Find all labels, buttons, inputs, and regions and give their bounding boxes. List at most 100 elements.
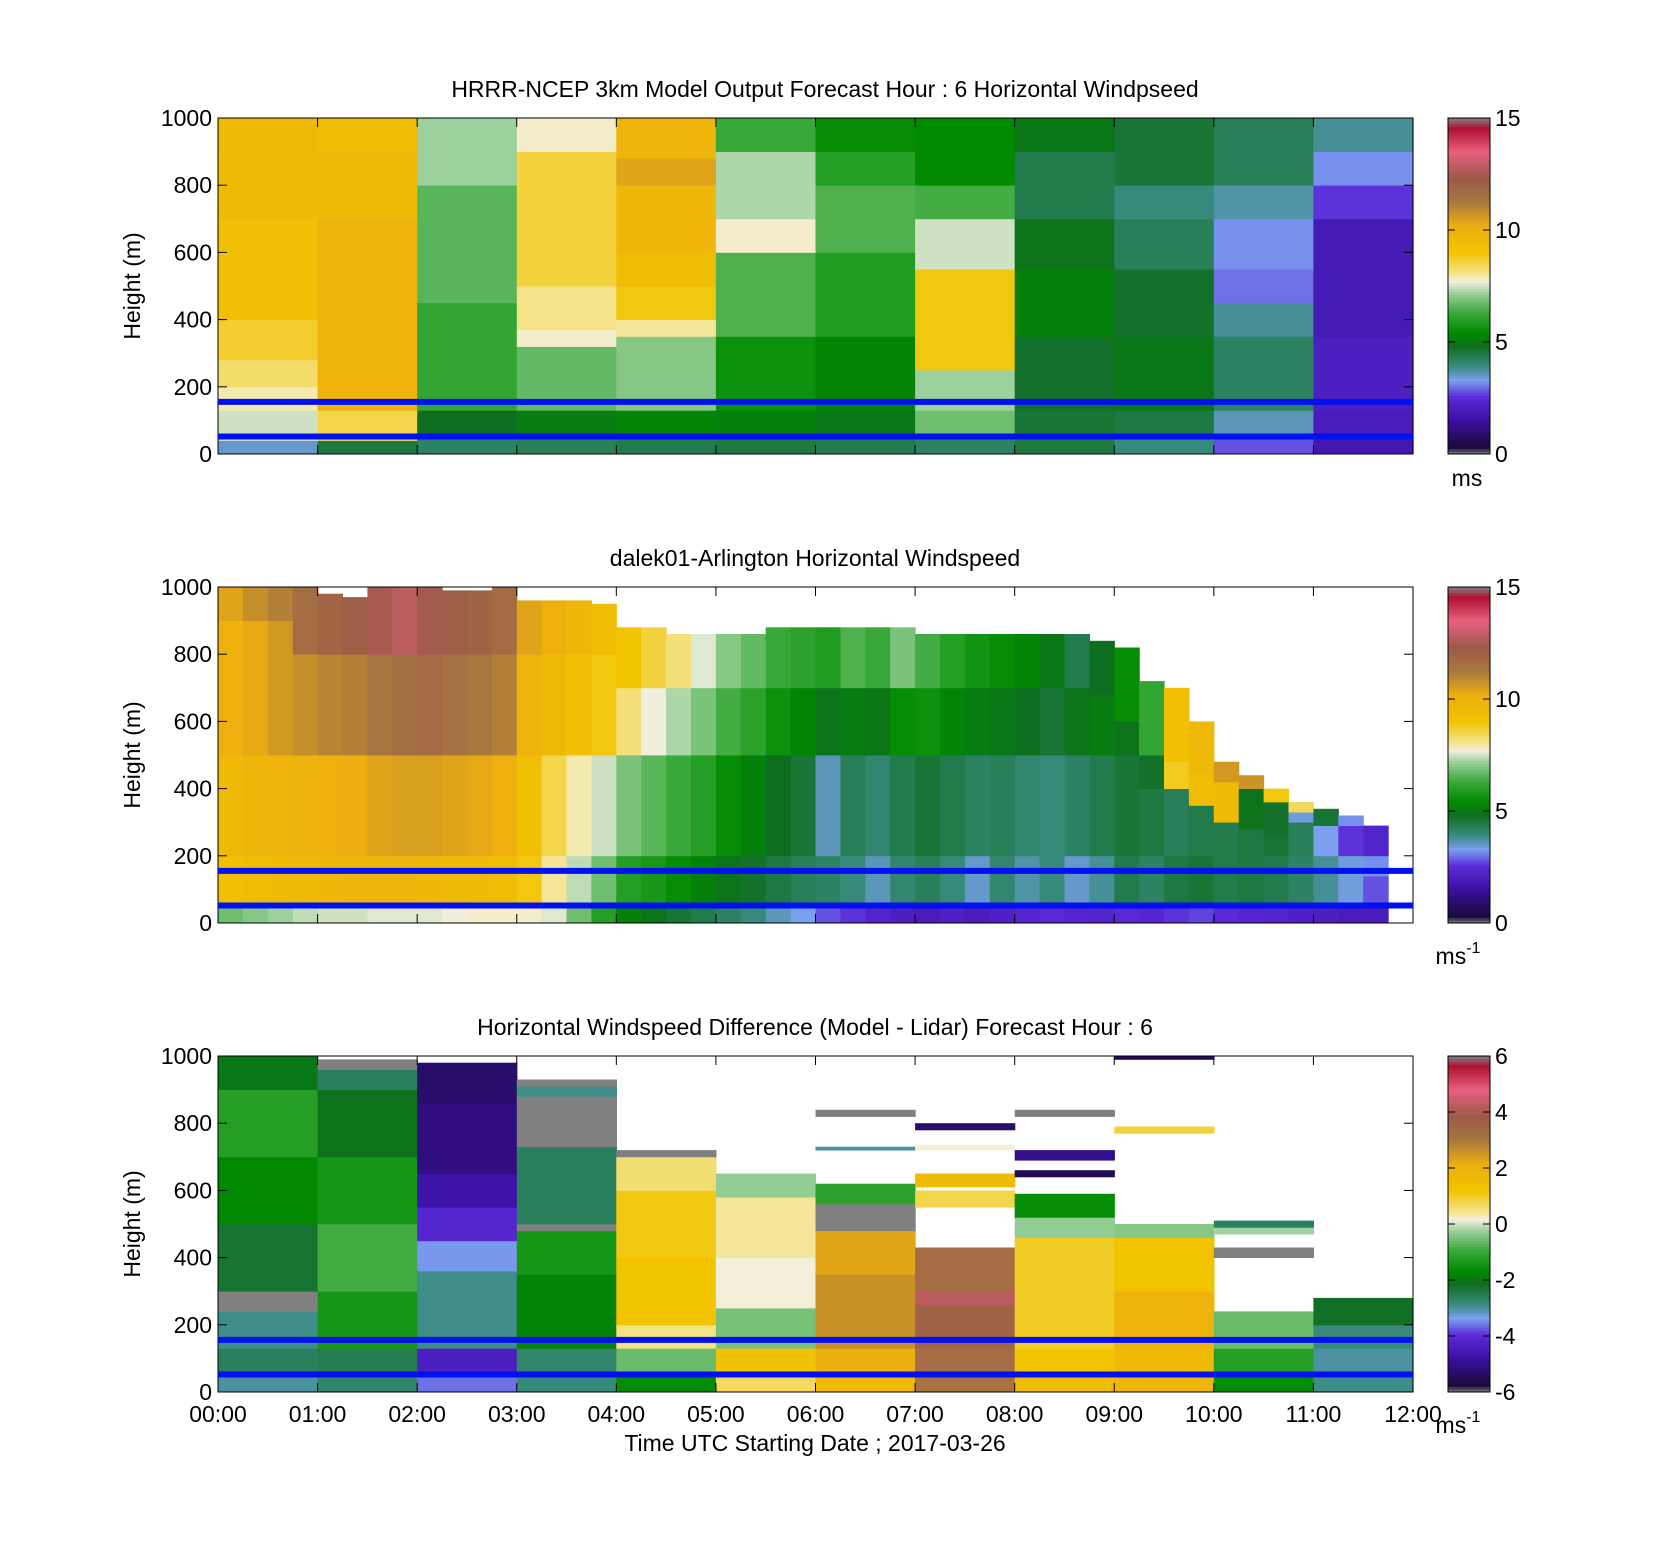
heatmap-cell xyxy=(367,654,393,756)
heatmap-cell xyxy=(392,755,418,857)
heatmap-cell xyxy=(1313,855,1339,904)
heatmap-cell xyxy=(1064,755,1090,857)
heatmap-cell xyxy=(740,687,767,756)
colorbar-strip xyxy=(1448,372,1490,377)
colorbar-strip xyxy=(1448,1058,1490,1063)
panel-2-x-ticks xyxy=(217,587,1414,923)
heatmap-cell xyxy=(1089,640,1115,695)
colorbar-strip xyxy=(1448,1386,1490,1390)
colorbar-strip xyxy=(1448,1131,1490,1135)
colorbar-strip xyxy=(1448,283,1490,287)
heatmap-cell xyxy=(815,1183,916,1205)
heatmap-cell xyxy=(218,1311,319,1349)
colorbar-strip xyxy=(1448,799,1490,804)
heatmap-cell xyxy=(1213,822,1240,857)
colorbar-strip xyxy=(1448,1134,1490,1138)
heatmap-cell xyxy=(616,627,642,689)
colorbar-strip xyxy=(1448,839,1490,843)
heatmap-cell xyxy=(1288,812,1314,823)
heatmap-cell xyxy=(1014,410,1115,435)
y-tick-label: 400 xyxy=(174,776,212,802)
colorbar-strip xyxy=(1448,1369,1490,1373)
heatmap-cell xyxy=(317,1069,418,1090)
colorbar-strip xyxy=(1448,589,1490,594)
colorbar-tick-label: 10 xyxy=(1495,217,1521,243)
colorbar-strip xyxy=(1448,690,1490,694)
colorbar-strip xyxy=(1448,1170,1490,1175)
heatmap-cell xyxy=(1014,1193,1115,1218)
colorbar-strip xyxy=(1448,1056,1490,1060)
panel-2-heatmap xyxy=(218,587,1389,924)
colorbar-strip xyxy=(1448,606,1490,610)
heatmap-cell xyxy=(890,755,916,857)
colorbar-strip xyxy=(1448,392,1490,396)
heatmap-cell xyxy=(1014,151,1115,220)
heatmap-cell xyxy=(715,1173,817,1198)
x-tick-label: 04:00 xyxy=(588,1401,646,1427)
colorbar-strip xyxy=(1448,1372,1490,1376)
colorbar-strip xyxy=(1448,1190,1490,1194)
colorbar-strip xyxy=(1448,339,1490,343)
heatmap-cell xyxy=(815,755,841,857)
heatmap-cell xyxy=(915,118,1016,186)
heatmap-cell xyxy=(1039,687,1066,756)
heatmap-cell xyxy=(691,755,717,857)
colorbar-strip xyxy=(1448,783,1490,787)
colorbar-strip xyxy=(1448,238,1490,242)
heatmap-cell xyxy=(691,634,717,689)
heatmap-cell xyxy=(790,755,817,857)
colorbar-strip xyxy=(1448,749,1490,753)
colorbar-strip xyxy=(1448,302,1490,307)
colorbar-strip xyxy=(1448,777,1490,781)
heatmap-cell xyxy=(1313,218,1414,337)
colorbar-strip xyxy=(1448,889,1490,893)
colorbar-strip xyxy=(1448,892,1490,896)
heatmap-cell xyxy=(541,600,568,655)
colorbar-strip xyxy=(1448,347,1490,351)
heatmap-cell xyxy=(1213,336,1314,411)
colorbar-strip xyxy=(1448,1109,1490,1113)
heatmap-cell xyxy=(516,1274,617,1349)
colorbar-strip xyxy=(1448,1168,1490,1172)
colorbar-strip xyxy=(1448,406,1490,410)
panel-1: HRRR-NCEP 3km Model Output Forecast Hour… xyxy=(119,76,1521,491)
colorbar-strip xyxy=(1448,791,1490,795)
heatmap-cell xyxy=(1014,1348,1115,1373)
colorbar-strip xyxy=(1448,218,1490,223)
heatmap-cell xyxy=(815,627,841,689)
heatmap-cell xyxy=(1338,855,1364,904)
colorbar-strip xyxy=(1448,190,1490,195)
colorbar-strip xyxy=(1448,1288,1490,1292)
panel-3-x-axis-label: Time UTC Starting Date ; 2017-03-26 xyxy=(624,1430,1005,1456)
colorbar-strip xyxy=(1448,1215,1490,1219)
heatmap-cell xyxy=(940,855,966,904)
colorbar-strip xyxy=(1448,417,1490,421)
colorbar-strip xyxy=(1448,174,1490,178)
heatmap-cell xyxy=(815,1274,916,1349)
colorbar-strip xyxy=(1448,1243,1490,1247)
colorbar-strip xyxy=(1448,648,1490,652)
heatmap-cell xyxy=(516,1230,617,1275)
heatmap-cell xyxy=(740,634,767,689)
heatmap-cell xyxy=(616,1324,717,1349)
colorbar-strip xyxy=(1448,224,1490,228)
heatmap-cell xyxy=(218,1156,319,1225)
colorbar-strip xyxy=(1448,1229,1490,1233)
heatmap-cell xyxy=(1014,755,1041,857)
heatmap-cell xyxy=(765,755,792,857)
colorbar-strip xyxy=(1448,428,1490,433)
colorbar-strip xyxy=(1448,325,1490,329)
heatmap-cell xyxy=(417,755,443,857)
colorbar-strip xyxy=(1448,715,1490,720)
colorbar-strip xyxy=(1448,1193,1490,1197)
colorbar-strip xyxy=(1448,1128,1490,1133)
colorbar-strip xyxy=(1448,738,1490,742)
heatmap-cell xyxy=(1313,185,1414,220)
panel-2-y-ticks: 0 200 400 600 800 1000 xyxy=(161,574,1413,936)
x-tick-label: 10:00 xyxy=(1185,1401,1243,1427)
x-tick-label: 02:00 xyxy=(388,1401,446,1427)
heatmap-cell xyxy=(940,634,966,689)
colorbar-tick-label: -4 xyxy=(1495,1323,1516,1349)
heatmap-cell xyxy=(1114,1224,1215,1238)
panel-2-title: dalek01-Arlington Horizontal Windspeed xyxy=(610,545,1020,571)
